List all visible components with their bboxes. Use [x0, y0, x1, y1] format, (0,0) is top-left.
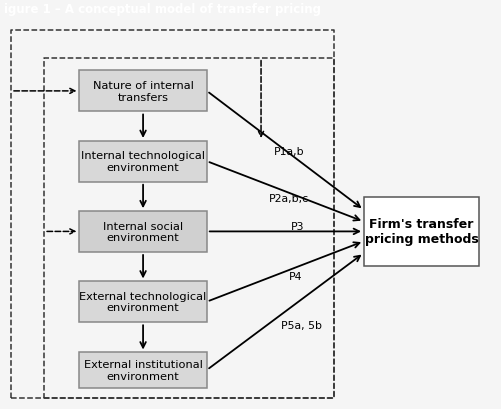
FancyBboxPatch shape: [79, 353, 206, 388]
Text: Internal technological
environment: Internal technological environment: [81, 151, 205, 173]
Text: Nature of internal
transfers: Nature of internal transfers: [93, 81, 193, 102]
Text: P2a,b,c: P2a,b,c: [268, 194, 308, 204]
Text: P4: P4: [288, 272, 302, 282]
Text: P3: P3: [291, 222, 304, 232]
FancyBboxPatch shape: [79, 71, 206, 112]
Text: External technological
environment: External technological environment: [79, 291, 206, 313]
Text: Firm's transfer
pricing methods: Firm's transfer pricing methods: [364, 218, 477, 246]
Text: External institutional
environment: External institutional environment: [84, 359, 202, 381]
Text: igure 1 – A conceptual model of transfer pricing: igure 1 – A conceptual model of transfer…: [4, 3, 320, 16]
FancyBboxPatch shape: [79, 211, 206, 252]
FancyBboxPatch shape: [79, 281, 206, 322]
FancyBboxPatch shape: [79, 141, 206, 182]
FancyBboxPatch shape: [363, 198, 478, 266]
Text: Internal social
environment: Internal social environment: [103, 221, 183, 243]
Text: P1a,b: P1a,b: [273, 147, 304, 157]
Text: P5a, 5b: P5a, 5b: [281, 320, 322, 330]
